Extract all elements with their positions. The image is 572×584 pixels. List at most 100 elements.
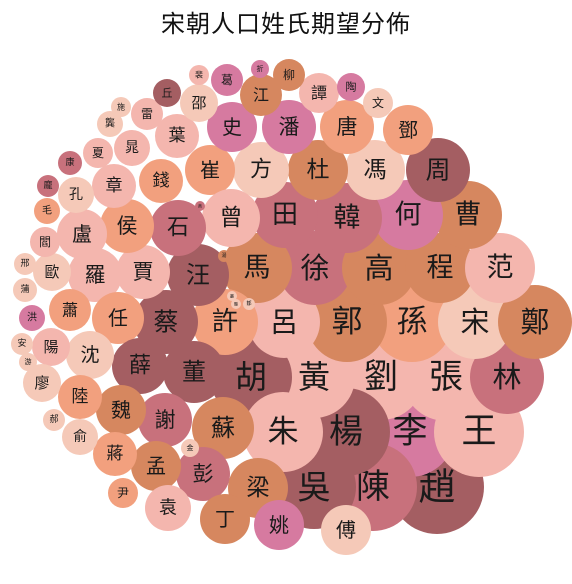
- bubble-circle: [167, 244, 229, 306]
- bubble-label: 盧: [72, 222, 92, 246]
- bubble-circle: [321, 505, 371, 555]
- bubble-label: 高: [364, 251, 393, 285]
- bubble: 洪: [19, 305, 45, 331]
- bubble: 陸: [58, 375, 102, 419]
- bubble-label: 馬: [244, 253, 271, 284]
- bubble-label: 江: [253, 86, 269, 105]
- bubble: 湯: [218, 250, 230, 262]
- bubble-label: 蔡: [153, 308, 178, 337]
- bubble-circle: [32, 328, 70, 366]
- bubble-circle: [57, 209, 107, 259]
- bubble: 夏: [83, 138, 113, 168]
- bubble: 謝: [138, 393, 192, 447]
- bubble-circle: [116, 245, 170, 299]
- bubble-circle: [180, 84, 218, 122]
- bubble-label: 張: [429, 357, 463, 397]
- bubble-circle: [498, 285, 572, 359]
- bubble: 宋: [438, 285, 512, 359]
- bubble: 杜: [288, 140, 348, 200]
- bubble-circle: [288, 140, 348, 200]
- bubble-label: 董: [182, 358, 206, 386]
- bubble: 彭: [176, 447, 230, 501]
- bubble: 錢: [139, 159, 183, 203]
- bubble-label: 劉: [364, 357, 398, 397]
- bubble-label: 譚: [311, 84, 327, 103]
- bubble: 田: [252, 182, 318, 248]
- bubble-circle: [96, 385, 146, 435]
- bubble-label: 賈: [133, 260, 154, 284]
- bubble: 任: [92, 292, 144, 344]
- bubble-label: 鄒: [246, 300, 251, 307]
- bubble: 安: [11, 333, 33, 355]
- bubble-label: 馮: [364, 157, 387, 183]
- bubble-circle: [68, 248, 122, 302]
- bubble-label: 王: [461, 412, 496, 452]
- bubble-circle: [273, 59, 305, 91]
- bubble-label: 姚: [269, 513, 289, 537]
- bubble-circle: [138, 393, 192, 447]
- bubble: 蒲: [13, 278, 37, 302]
- bubble-circle: [251, 60, 269, 78]
- bubble-circle: [112, 338, 168, 394]
- bubble: 賈: [116, 245, 170, 299]
- bubble-circle: [62, 419, 98, 455]
- bubble-circle: [43, 409, 65, 431]
- bubble: 閻: [30, 227, 60, 257]
- bubble: 柳: [273, 59, 305, 91]
- bubble: 羅: [68, 248, 122, 302]
- bubble-label: 章: [106, 176, 123, 196]
- bubble-circle: [211, 64, 243, 96]
- bubble-label: 宋: [460, 305, 489, 339]
- bubble-label: 周: [425, 156, 450, 185]
- bubble: 游: [19, 353, 37, 371]
- bubble-label: 潘: [279, 115, 300, 139]
- bubble-circle: [14, 253, 36, 275]
- bubble-label: 任: [108, 306, 128, 330]
- bubble-label: 施: [117, 102, 125, 112]
- bubble-label: 陽: [43, 338, 58, 356]
- bubble-label: 傅: [336, 518, 356, 542]
- bubble: 俞: [62, 419, 98, 455]
- bubble-circle: [405, 233, 475, 303]
- bubble-label: 徐: [300, 251, 329, 285]
- bubble-circle: [97, 111, 123, 137]
- bubble: 金: [181, 439, 199, 457]
- bubble-circle: [200, 494, 250, 544]
- bubble-circle: [222, 233, 292, 303]
- bubble: 尹: [108, 478, 138, 508]
- bubble: 毛: [34, 198, 60, 224]
- bubble-label: 唐: [337, 115, 358, 139]
- bubble-circle: [139, 159, 183, 203]
- bubble-label: 葉: [169, 126, 186, 146]
- bubble: 施: [111, 97, 131, 117]
- bubble-label: 史: [222, 115, 242, 139]
- bubble: 陽: [32, 328, 70, 366]
- bubble-label: 彭: [193, 462, 214, 486]
- bubble-circle: [181, 439, 199, 457]
- bubble: 盧: [57, 209, 107, 259]
- bubble-label: 錢: [153, 171, 170, 191]
- bubble-label: 蕭: [62, 301, 78, 320]
- bubble: 姚: [254, 500, 304, 550]
- bubble-circle: [233, 142, 289, 198]
- bubble-circle: [202, 189, 260, 247]
- bubble: 邵: [180, 84, 218, 122]
- bubble: 蔡: [134, 290, 198, 354]
- bubble: 折: [251, 60, 269, 78]
- bubble-circle: [108, 478, 138, 508]
- bubble: 馬: [222, 233, 292, 303]
- bubble-label: 湯: [221, 252, 226, 259]
- bubble: 崔: [185, 145, 235, 195]
- bubble-circle: [111, 97, 131, 117]
- bubble: 江: [240, 74, 282, 116]
- bubble: 許: [192, 289, 258, 355]
- bubble-label: 薛: [129, 354, 151, 379]
- bubble-label: 邵: [191, 94, 206, 112]
- bubble-label: 梁: [247, 475, 270, 501]
- bubble: 林: [470, 340, 544, 414]
- bubble-label: 俞: [73, 428, 87, 445]
- bubble-circle: [406, 138, 470, 202]
- bubble-circle: [312, 183, 382, 253]
- bubble: 程: [405, 233, 475, 303]
- bubble-label: 林: [492, 360, 521, 394]
